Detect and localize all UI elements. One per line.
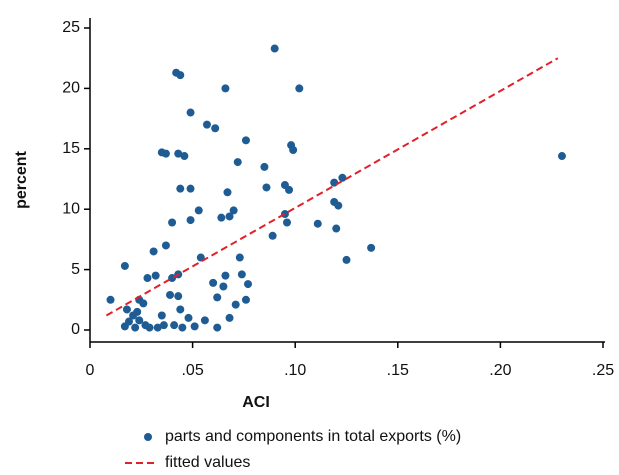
point — [120, 261, 129, 270]
point — [213, 293, 222, 302]
point — [149, 247, 158, 256]
point — [237, 270, 246, 279]
point — [295, 84, 304, 93]
point — [184, 313, 193, 322]
x-tick-label: 0 — [86, 362, 95, 379]
point — [122, 305, 131, 314]
point — [219, 282, 228, 291]
point — [268, 231, 277, 240]
point — [557, 152, 566, 161]
point — [262, 183, 271, 192]
point — [186, 216, 195, 225]
point — [202, 120, 211, 129]
point — [174, 149, 183, 158]
point — [135, 316, 144, 325]
point — [153, 323, 162, 332]
point — [211, 124, 220, 133]
point — [223, 188, 232, 197]
y-tick-label: 5 — [71, 261, 80, 278]
point — [161, 149, 170, 158]
point — [225, 313, 234, 322]
point — [235, 253, 244, 262]
y-tick-label: 25 — [62, 19, 80, 36]
x-tick-label: .10 — [284, 362, 306, 379]
point — [285, 185, 294, 194]
point — [161, 241, 170, 250]
point — [260, 162, 269, 171]
point — [217, 213, 226, 222]
point — [338, 173, 347, 182]
point — [342, 255, 351, 264]
x-tick-label: .05 — [181, 362, 203, 379]
point — [176, 184, 185, 193]
point — [244, 280, 253, 289]
point — [145, 323, 154, 332]
point — [143, 274, 152, 283]
legend-label: fitted values — [165, 454, 250, 471]
point — [168, 218, 177, 227]
point — [180, 152, 189, 161]
point — [231, 300, 240, 309]
point — [133, 307, 142, 316]
point — [176, 71, 185, 80]
y-tick-label: 15 — [62, 140, 80, 157]
point — [190, 322, 199, 331]
point — [225, 212, 234, 221]
point — [367, 243, 376, 252]
point — [131, 323, 140, 332]
point — [289, 146, 298, 155]
point — [233, 158, 242, 167]
y-axis-label: percent — [13, 150, 30, 208]
point — [186, 184, 195, 193]
legend-swatch — [144, 433, 152, 441]
point — [178, 323, 187, 332]
point — [157, 311, 166, 320]
x-axis-label: ACI — [242, 394, 270, 411]
point — [282, 218, 291, 227]
point — [221, 84, 230, 93]
point — [170, 321, 179, 330]
legend-label: parts and components in total exports (%… — [165, 428, 461, 445]
point — [313, 219, 322, 228]
point — [270, 44, 279, 53]
point — [241, 136, 250, 145]
y-tick-label: 20 — [62, 80, 80, 97]
point — [106, 295, 115, 304]
point — [330, 178, 339, 187]
x-tick-label: .15 — [387, 362, 409, 379]
x-tick-label: .25 — [592, 362, 614, 379]
point — [221, 271, 230, 280]
point — [186, 108, 195, 117]
point — [176, 305, 185, 314]
x-tick-label: .20 — [489, 362, 511, 379]
point — [159, 321, 168, 330]
point — [209, 278, 218, 287]
y-tick-label: 0 — [71, 321, 80, 338]
point — [241, 295, 250, 304]
point — [166, 290, 175, 299]
point — [174, 292, 183, 301]
point — [229, 206, 238, 215]
point — [200, 316, 209, 325]
point — [151, 271, 160, 280]
fitted-line — [105, 57, 559, 317]
point — [194, 206, 203, 215]
point — [334, 201, 343, 210]
point — [332, 224, 341, 233]
point — [124, 317, 133, 326]
y-tick-label: 10 — [62, 200, 80, 217]
point — [139, 299, 148, 308]
point — [213, 323, 222, 332]
